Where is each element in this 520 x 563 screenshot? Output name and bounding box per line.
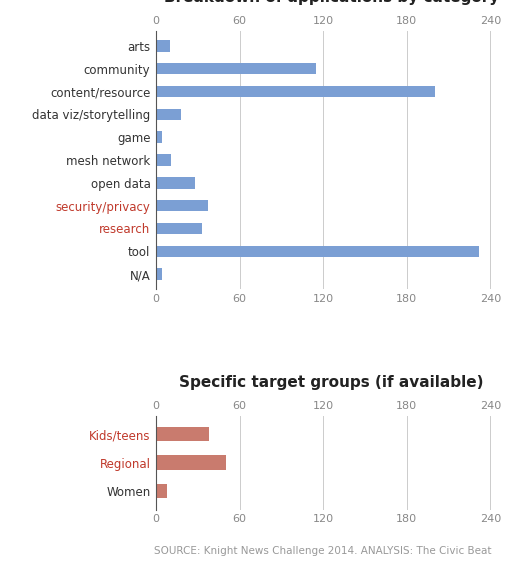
Bar [156,86,435,97]
Bar [156,223,202,234]
Bar [156,269,162,280]
Bar [156,63,316,74]
Bar [156,200,207,211]
Bar [156,484,167,498]
Bar [156,427,209,441]
Bar [156,154,171,166]
Title: Breakdown of applications by category: Breakdown of applications by category [164,0,499,5]
Bar [156,131,162,143]
Bar [156,455,226,470]
Bar [156,177,195,189]
Text: SOURCE: Knight News Challenge 2014. ANALYSIS: The Civic Beat: SOURCE: Knight News Challenge 2014. ANAL… [153,546,491,556]
Title: Specific target groups (if available): Specific target groups (if available) [179,375,484,390]
Bar [156,40,170,52]
Bar [156,109,181,120]
Bar [156,245,479,257]
